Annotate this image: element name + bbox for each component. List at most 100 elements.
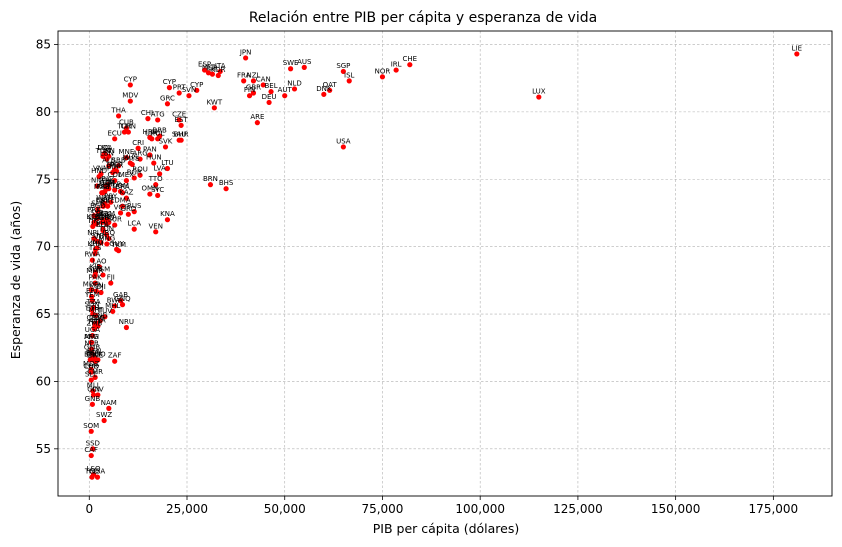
data-point [125, 129, 131, 135]
data-point [112, 222, 118, 228]
point-label: NRU [119, 318, 134, 326]
data-point [327, 87, 333, 93]
x-axis-label: PIB per cápita (dólares) [373, 521, 520, 536]
data-point [94, 245, 100, 251]
point-labels: LIELUXCHEIRLNORSGPISLUSAQATDNKAUSSWENLDA… [83, 44, 802, 475]
x-axis-ticks: 0 25,000 50,000 75,000 100,000 125,000 150,000… [85, 496, 798, 516]
data-point [201, 67, 208, 73]
point-label: CYP [190, 81, 203, 89]
point-label: BRA [115, 183, 129, 191]
point-label: DZA [97, 144, 112, 152]
point-label: SWE [283, 59, 299, 67]
point-label: GTM [99, 179, 115, 187]
data-point [88, 428, 94, 434]
data-point [104, 241, 110, 247]
point-label: SLB [91, 199, 104, 207]
data-point [90, 446, 96, 452]
point-label: ARM [99, 210, 115, 218]
data-point [115, 113, 122, 119]
data-point [340, 144, 346, 150]
data-point [211, 105, 217, 111]
data-point [127, 82, 133, 88]
data-point [282, 93, 288, 99]
point-label: MDA [101, 213, 117, 221]
point-label: PNG [93, 311, 108, 319]
point-label: TUR [116, 123, 131, 131]
data-point [123, 195, 130, 201]
data-point [268, 89, 274, 95]
point-label: PRT [173, 84, 187, 92]
point-label: IRL [391, 61, 402, 69]
point-label: BRN [203, 175, 218, 183]
point-label: SEN [88, 265, 102, 273]
data-point [287, 66, 294, 72]
point-label: TJK [86, 217, 98, 225]
point-label: HND [91, 167, 107, 175]
data-point [108, 199, 114, 205]
point-label: JOR [99, 177, 113, 185]
point-label: SOM [83, 422, 99, 430]
point-label: MEX [119, 171, 134, 179]
point-label: DNK [316, 85, 332, 93]
point-label: WSM [96, 194, 113, 202]
data-point [186, 93, 192, 99]
point-label: SVN [182, 86, 196, 94]
data-point [99, 190, 105, 196]
data-point [88, 377, 94, 383]
point-label: MDG [83, 280, 100, 288]
data-point [110, 169, 116, 176]
point-label: SLE [85, 371, 98, 379]
data-point [90, 392, 97, 398]
point-label: GBR [246, 84, 261, 92]
point-label: URY [145, 129, 160, 137]
data-point [260, 82, 266, 88]
point-label: UZB [89, 214, 104, 222]
data-point [106, 153, 112, 159]
point-label: YEM [84, 291, 100, 299]
data-point [88, 339, 94, 345]
data-point [106, 163, 112, 169]
point-label: PAN [143, 146, 157, 154]
data-point [162, 144, 169, 150]
point-label: LCA [127, 220, 141, 228]
point-label: EGY [96, 210, 110, 218]
point-label: AUT [278, 86, 293, 94]
point-label: MDV [122, 92, 138, 100]
point-label: PER [110, 162, 124, 170]
point-label: JAM [101, 179, 115, 187]
point-label: VNM [93, 164, 109, 172]
point-label: MLT [202, 63, 216, 71]
point-label: LTU [161, 159, 173, 167]
data-point [794, 51, 800, 57]
point-label: PSE [96, 183, 109, 191]
data-point [110, 308, 116, 314]
data-point [123, 324, 130, 331]
point-label: LVA [154, 164, 166, 172]
data-point [125, 211, 131, 217]
data-point [157, 171, 163, 177]
point-label: KEN [89, 282, 103, 290]
point-label: GRD [121, 205, 137, 213]
point-label: NLD [287, 79, 302, 87]
data-point [131, 209, 137, 215]
data-point [123, 125, 130, 131]
data-point [119, 302, 126, 308]
point-label: PAK [89, 274, 103, 282]
y-tick-label: 55 [36, 442, 51, 456]
data-point [91, 326, 97, 332]
point-label: NGA [90, 468, 106, 476]
data-point [96, 264, 103, 270]
point-label: IRN [103, 147, 115, 155]
point-label: KAZ [119, 189, 133, 197]
plot-frame [57, 30, 833, 497]
data-point [90, 304, 97, 310]
data-point [100, 153, 106, 159]
point-label: KWT [207, 98, 223, 106]
point-label: VCT [114, 203, 129, 211]
data-point [194, 87, 200, 93]
data-point [102, 314, 108, 320]
data-point [137, 156, 143, 162]
point-label: MUS [123, 154, 139, 162]
point-label: IND [91, 239, 104, 247]
point-label: SUR [107, 216, 122, 224]
